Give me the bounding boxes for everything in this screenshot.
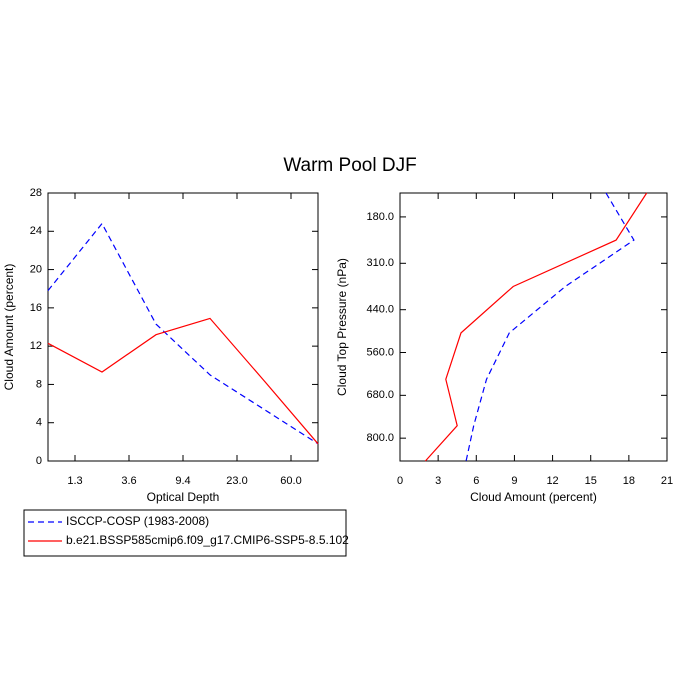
y-tick-label: 8 [36,378,42,390]
y-tick-label: 4 [36,417,42,429]
legend-label: ISCCP-COSP (1983-2008) [66,514,209,528]
chart-title: Warm Pool DJF [283,155,416,176]
series-line [465,192,635,462]
legend-box [23,509,347,557]
y-tick-label: 0 [36,455,42,467]
x-axis-label: Optical Depth [147,490,220,504]
y-tick-label: 20 [30,263,42,275]
y-tick-label: 12 [30,340,42,352]
y-tick-label: 560.0 [366,346,394,358]
y-tick-label: 16 [30,302,42,314]
y-tick-label: 24 [30,225,42,237]
x-tick-label: 0 [397,475,403,487]
x-axis-label: Cloud Amount (percent) [470,490,597,504]
legend-label: b.e21.BSSP585cmip6.f09_g17.CMIP6-SSP5-8.… [66,533,349,547]
y-axis-label: Cloud Top Pressure (nPa) [335,258,349,396]
x-tick-label: 6 [473,475,479,487]
y-tick-label: 180.0 [366,211,394,223]
series-line [47,317,319,445]
y-tick-label: 680.0 [366,389,394,401]
x-tick-label: 21 [661,475,673,487]
y-axis-label: Cloud Amount (percent) [2,264,16,391]
y-tick-label: 28 [30,187,42,199]
y-tick-label: 310.0 [366,257,394,269]
x-tick-label: 18 [623,475,635,487]
x-tick-label: 12 [546,475,558,487]
x-tick-label: 23.0 [226,475,247,487]
x-tick-label: 1.3 [67,475,82,487]
plot-frame [399,192,668,462]
series-line [47,222,319,445]
x-tick-label: 15 [585,475,597,487]
x-tick-label: 60.0 [280,475,301,487]
y-tick-label: 440.0 [366,304,394,316]
x-tick-label: 9 [511,475,517,487]
series-line [424,192,648,462]
x-tick-label: 9.4 [175,475,190,487]
x-tick-label: 3 [435,475,441,487]
y-tick-label: 800.0 [366,432,394,444]
x-tick-label: 3.6 [121,475,136,487]
